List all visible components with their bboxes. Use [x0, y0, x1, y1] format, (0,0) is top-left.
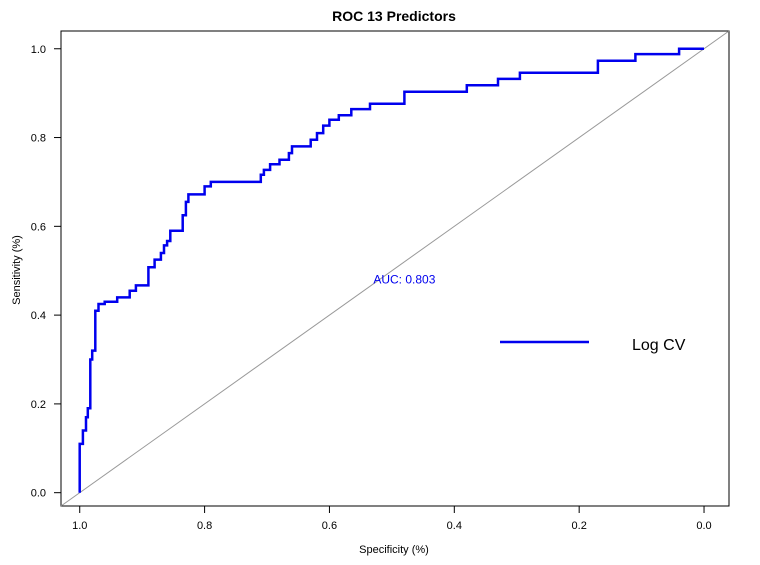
y-tick-label: 1.0 — [31, 44, 46, 56]
y-tick-label: 0.8 — [31, 133, 46, 145]
x-tick-label: 0.0 — [696, 520, 711, 532]
y-axis: 0.0 0.2 0.4 0.6 0.8 1.0 — [31, 44, 61, 500]
x-tick-label: 1.0 — [72, 520, 87, 532]
x-tick-label: 0.8 — [197, 520, 212, 532]
x-tick-label: 0.6 — [322, 520, 337, 532]
y-tick-label: 0.4 — [31, 310, 46, 322]
x-tick-label: 0.2 — [572, 520, 587, 532]
x-tick-label: 0.4 — [447, 520, 462, 532]
y-tick-label: 0.2 — [31, 399, 46, 411]
roc-curve-log-cv — [78, 47, 704, 493]
x-axis-label: Specificity (%) — [359, 544, 429, 556]
y-axis-label: Sensitivity (%) — [11, 235, 23, 305]
y-tick-label: 0.0 — [31, 488, 46, 500]
y-tick-label: 0.6 — [31, 221, 46, 233]
legend-label-log-cv: Log CV — [632, 337, 686, 354]
x-axis: 1.0 0.8 0.6 0.4 0.2 0.0 — [72, 506, 712, 532]
auc-label: AUC: 0.803 — [373, 273, 435, 287]
plot-frame — [60, 30, 730, 507]
chart-title: ROC 13 Predictors — [332, 8, 456, 24]
chance-diagonal — [60, 30, 730, 507]
legend: Log CV — [500, 337, 686, 354]
